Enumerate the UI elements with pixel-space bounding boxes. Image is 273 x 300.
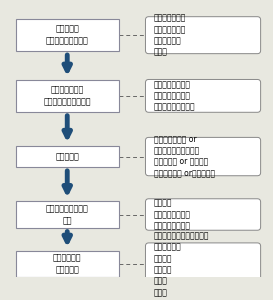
Text: システムと
バウンダリーの識別: システムと バウンダリーの識別 — [46, 25, 89, 46]
FancyBboxPatch shape — [16, 201, 119, 228]
Text: 事故発生時の
影響の定義: 事故発生時の 影響の定義 — [53, 254, 81, 274]
Text: 機能の調査: 機能の調査 — [55, 152, 79, 161]
Text: 故障分析
・隠れた故障は？
・潜在的な故障？: 故障分析 ・隠れた故障は？ ・潜在的な故障？ — [154, 199, 191, 230]
Text: レベルは適当か？
・こまかくすれば
　良いものではない: レベルは適当か？ ・こまかくすれば 良いものではない — [154, 80, 195, 112]
FancyBboxPatch shape — [16, 19, 119, 51]
FancyBboxPatch shape — [146, 243, 261, 285]
Text: サブシステムと
コンポーネントの識別: サブシステムと コンポーネントの識別 — [43, 85, 91, 106]
Text: 環境・安全・ミッションに
対する影響度
・可用性
・定量化
・品質
コスト: 環境・安全・ミッションに 対する影響度 ・可用性 ・定量化 ・品質 コスト — [154, 231, 209, 297]
FancyBboxPatch shape — [16, 251, 119, 277]
Text: ・主要システム or
　サポートシステム？
・維持機能 or 暫定機能
・アクティブ orパッシブ？: ・主要システム or サポートシステム？ ・維持機能 or 暫定機能 ・アクティ… — [154, 135, 215, 178]
Text: ・システム入力
・システム出力
・必要な資源
・条件: ・システム入力 ・システム出力 ・必要な資源 ・条件 — [154, 14, 186, 57]
FancyBboxPatch shape — [146, 17, 261, 54]
FancyBboxPatch shape — [146, 137, 261, 176]
Text: 故障と故障モードの
定義: 故障と故障モードの 定義 — [46, 204, 89, 225]
FancyBboxPatch shape — [16, 146, 119, 167]
FancyBboxPatch shape — [146, 80, 261, 112]
FancyBboxPatch shape — [16, 80, 119, 112]
FancyBboxPatch shape — [146, 199, 261, 230]
